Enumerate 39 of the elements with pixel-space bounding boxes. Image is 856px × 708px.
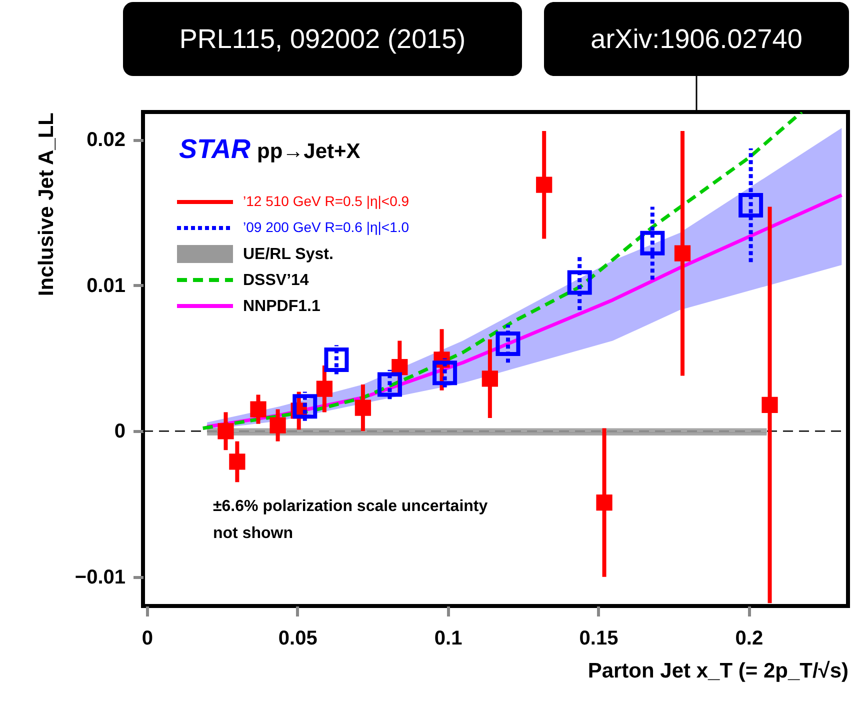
legend-label: NNPDF1.1 xyxy=(243,298,320,315)
annotation: ±6.6% polarization scale uncertainty not shown xyxy=(213,498,488,542)
legend-label: ’09 200 GeV R=0.6 |η|<1.0 xyxy=(243,219,410,235)
point xyxy=(432,360,458,386)
legend-label: UE/RL Syst. xyxy=(243,246,334,263)
x-tick-label: 0 xyxy=(142,628,153,650)
point xyxy=(354,400,372,416)
y-tick-label: 0.02 xyxy=(86,129,126,152)
point xyxy=(738,193,764,218)
legend-label: ’12 510 GeV R=0.5 |η|<0.9 xyxy=(243,193,410,209)
point xyxy=(536,176,552,193)
point xyxy=(482,370,498,387)
point xyxy=(377,372,402,397)
x-tick-label: 0.15 xyxy=(579,628,618,650)
point xyxy=(316,380,333,397)
text: arXiv:1906.02740 xyxy=(590,24,802,54)
point xyxy=(218,423,234,440)
y-tick-label: −0.01 xyxy=(74,566,126,588)
x-axis-title: Parton Jet x_T (= 2p_T/√s) xyxy=(588,660,848,682)
point xyxy=(292,394,318,419)
point xyxy=(640,230,665,256)
point xyxy=(496,331,520,356)
text: PRL115, 092002 (2015) xyxy=(179,24,466,54)
y-tick-label: 0.01 xyxy=(86,274,126,297)
annotation: STAR pp→Jet+X xyxy=(179,134,360,164)
legend-label: DSSV’14 xyxy=(243,272,309,289)
point xyxy=(596,494,612,511)
point xyxy=(762,396,778,413)
point xyxy=(324,347,349,372)
x-tick-label: 0.1 xyxy=(434,628,462,650)
point xyxy=(567,270,592,295)
y-tick-label: 0 xyxy=(114,420,126,443)
point xyxy=(674,245,691,262)
x-tick-label: 0.05 xyxy=(278,628,318,650)
point xyxy=(229,454,246,470)
y-axis-title: Inclusive Jet A_LL xyxy=(34,112,58,296)
point xyxy=(250,401,266,418)
point xyxy=(270,417,286,434)
x-tick-label: 0.2 xyxy=(735,628,764,650)
